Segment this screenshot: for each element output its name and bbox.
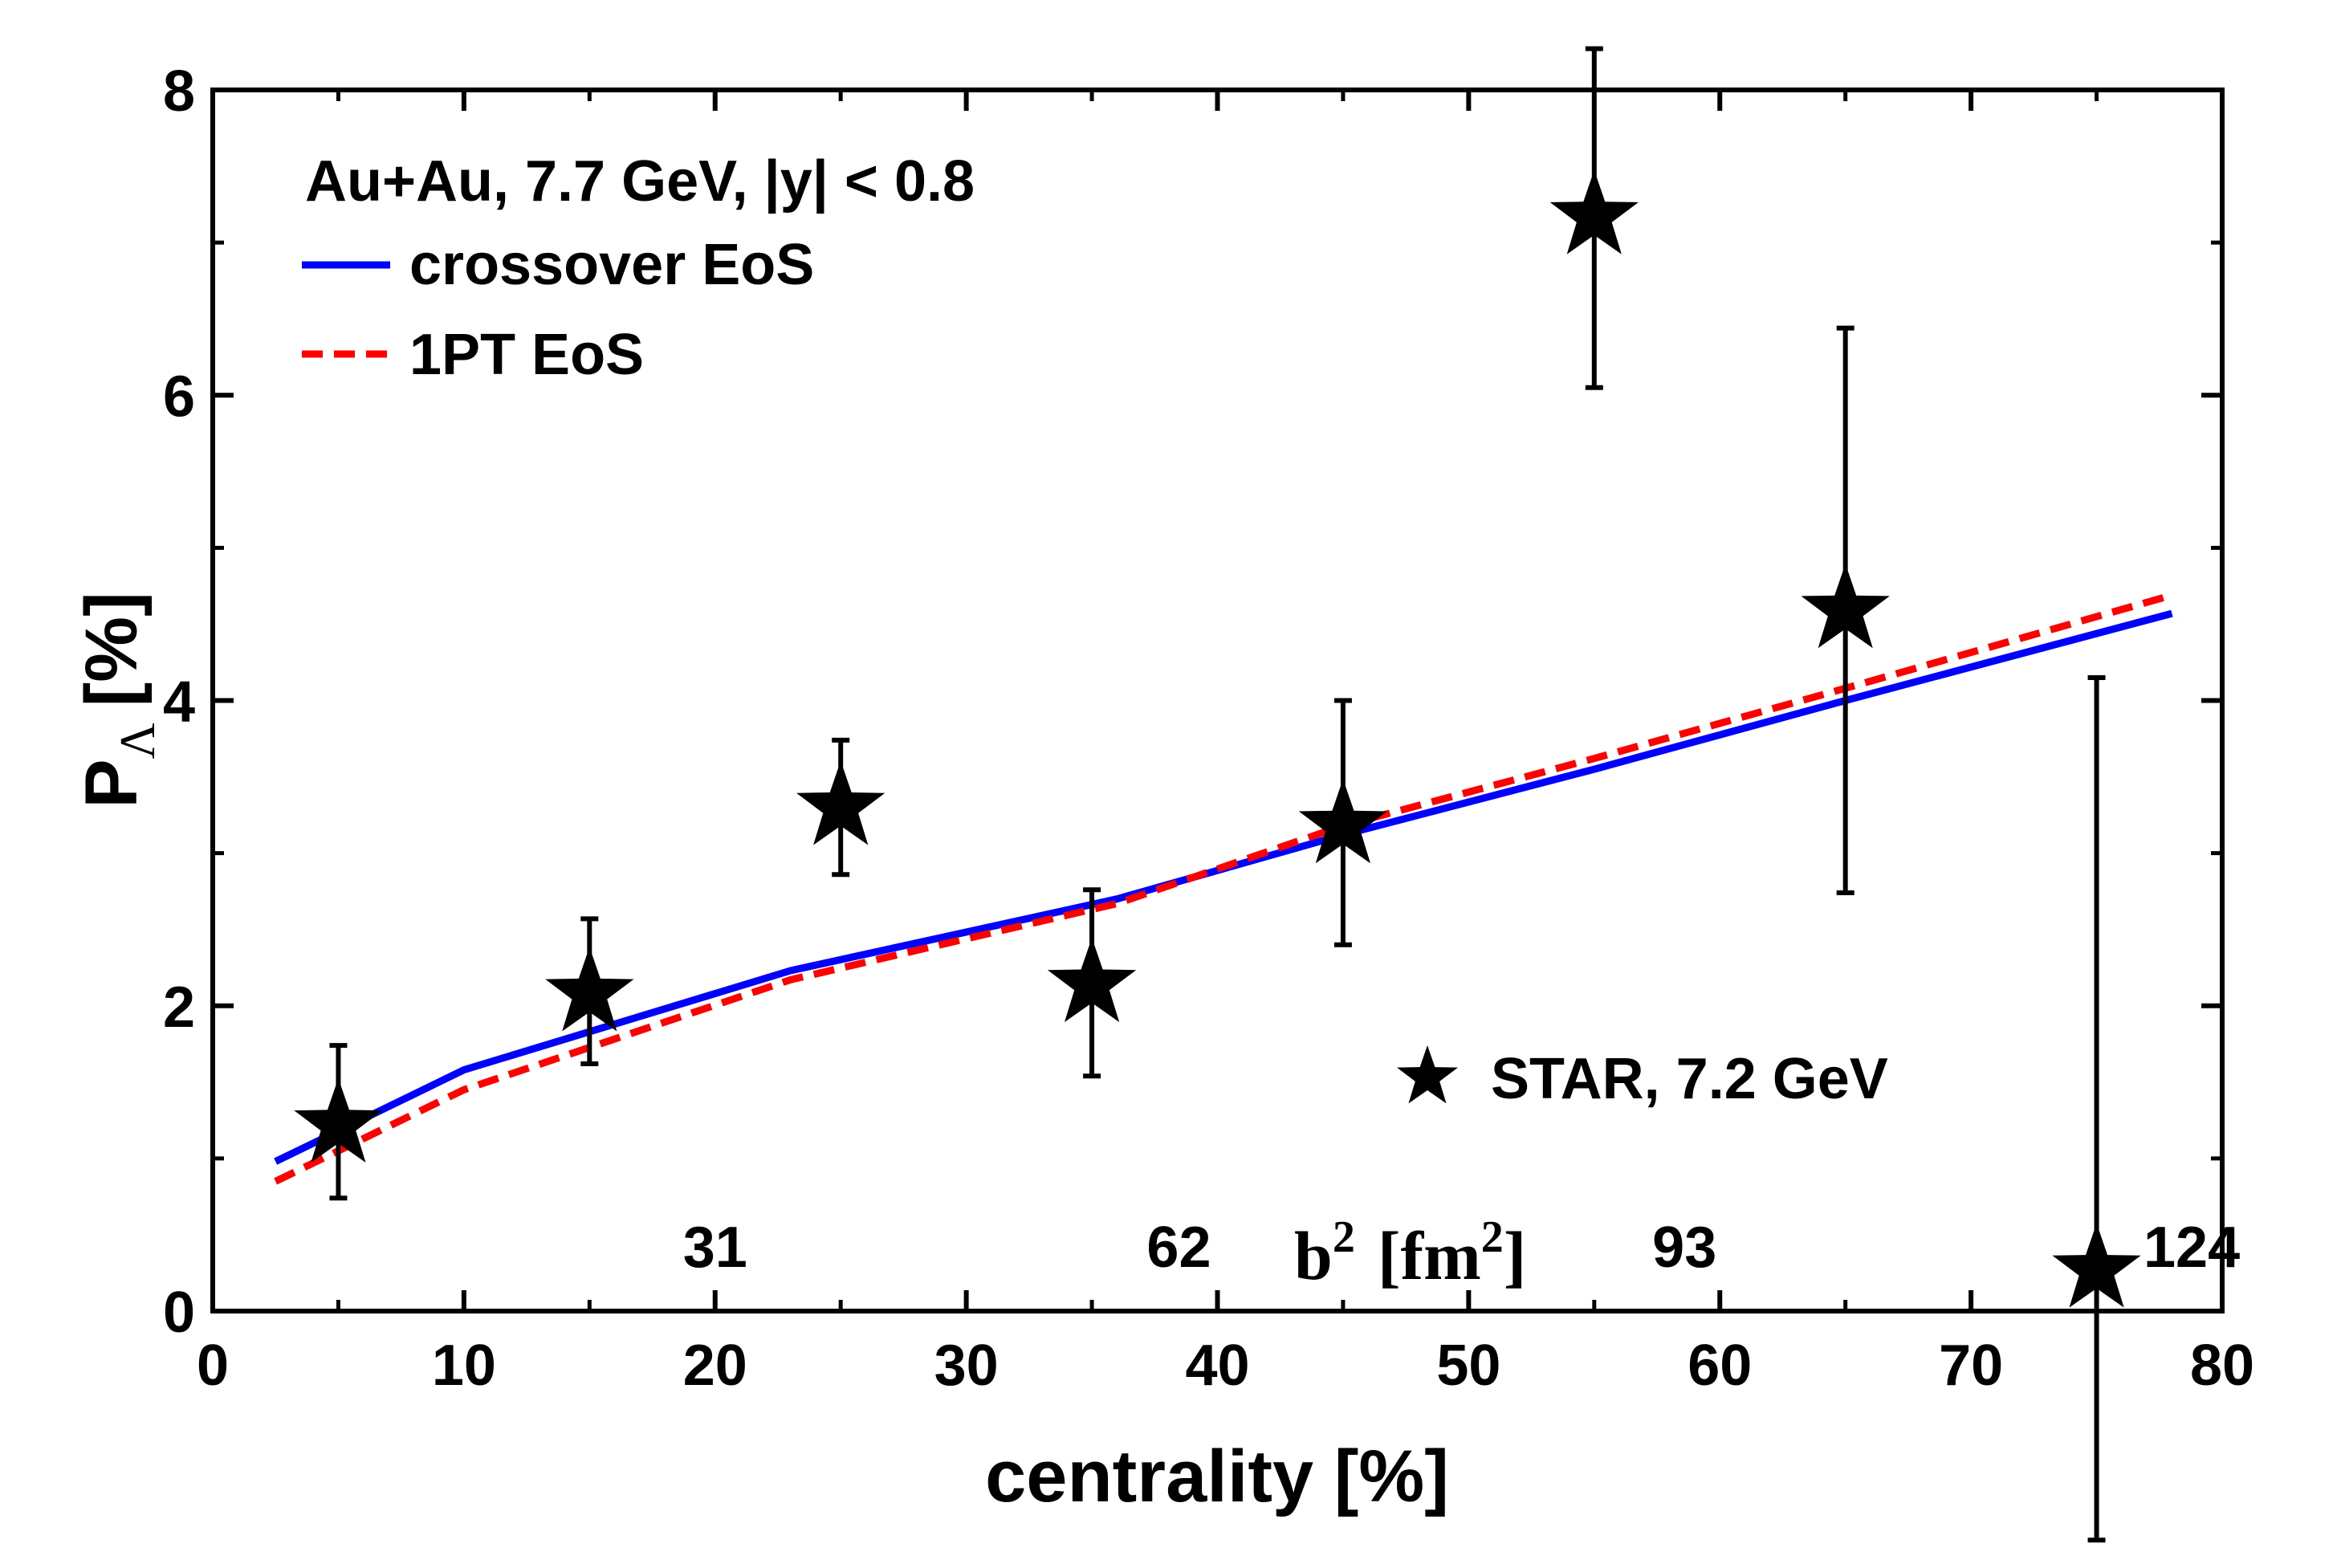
x-tick-label: 10 bbox=[432, 1334, 496, 1398]
legend-label-crossover: crossover EoS bbox=[409, 233, 814, 297]
legend: crossover EoS 1PT EoS STAR, 7.2 GeV bbox=[302, 233, 1888, 1111]
y-tick-label: 6 bbox=[163, 365, 195, 429]
tick-labels: 0 10 20 30 40 50 60 70 80 0 2 4 6 8 bbox=[163, 59, 2254, 1398]
data-point-star bbox=[545, 947, 634, 1032]
legend-label-star: STAR, 7.2 GeV bbox=[1491, 1047, 1888, 1111]
ticks bbox=[210, 88, 2225, 1313]
b2-tick-label: 31 bbox=[683, 1216, 747, 1280]
y-axis-title-sub: Λ bbox=[111, 723, 165, 759]
b2-end: ] bbox=[1504, 1217, 1527, 1294]
y-tick-label: 2 bbox=[163, 975, 195, 1040]
b2-tick-label: 124 bbox=[2144, 1216, 2240, 1280]
y-tick-label: 0 bbox=[163, 1281, 195, 1345]
x-tick-label: 20 bbox=[683, 1334, 747, 1398]
data-point-star bbox=[2052, 1223, 2141, 1308]
data-point-star bbox=[1549, 169, 1639, 255]
b2-tick-label: 62 bbox=[1146, 1216, 1211, 1280]
b2-sup1: 2 bbox=[1333, 1212, 1355, 1262]
markers bbox=[294, 169, 2141, 1308]
b2-base: b bbox=[1294, 1217, 1333, 1294]
x-tick-label: 60 bbox=[1688, 1334, 1752, 1398]
y-axis-title: PΛ [%] bbox=[71, 592, 165, 808]
legend-star-marker bbox=[1397, 1045, 1458, 1104]
y-axis-title-main: P bbox=[71, 759, 153, 808]
data-point-star bbox=[1298, 779, 1388, 864]
y-tick-label: 8 bbox=[163, 59, 195, 124]
b2-tick-labels: 31 62 93 124 bbox=[683, 1216, 2240, 1280]
x-tick-label: 30 bbox=[934, 1334, 999, 1398]
x-tick-label: 0 bbox=[197, 1334, 229, 1398]
series-lines bbox=[274, 591, 2173, 1185]
b2-mid: [fm bbox=[1378, 1217, 1481, 1294]
x-tick-label: 70 bbox=[1939, 1334, 2003, 1398]
series-line-1pt bbox=[274, 591, 2173, 1185]
y-axis-title-unit: [%] bbox=[71, 592, 153, 707]
data-point-star bbox=[1047, 938, 1137, 1023]
data-point-star bbox=[796, 760, 886, 845]
b2-tick-label: 93 bbox=[1652, 1216, 1716, 1280]
x-tick-label: 40 bbox=[1185, 1334, 1249, 1398]
annotation-text: Au+Au, 7.7 GeV, |y| < 0.8 bbox=[305, 149, 975, 214]
legend-label-1pt: 1PT EoS bbox=[409, 323, 644, 387]
x-tick-label: 80 bbox=[2190, 1334, 2254, 1398]
b2-axis-title: b2 [fm2] bbox=[1294, 1212, 1526, 1294]
legend-star-shape bbox=[1397, 1045, 1458, 1104]
b2-sup2: 2 bbox=[1481, 1212, 1504, 1262]
data-point-star bbox=[1801, 564, 1890, 649]
x-tick-label: 50 bbox=[1436, 1334, 1500, 1398]
y-tick-label: 4 bbox=[163, 670, 195, 735]
data-point-star bbox=[294, 1078, 383, 1163]
x-axis-title: centrality [%] bbox=[985, 1436, 1449, 1517]
